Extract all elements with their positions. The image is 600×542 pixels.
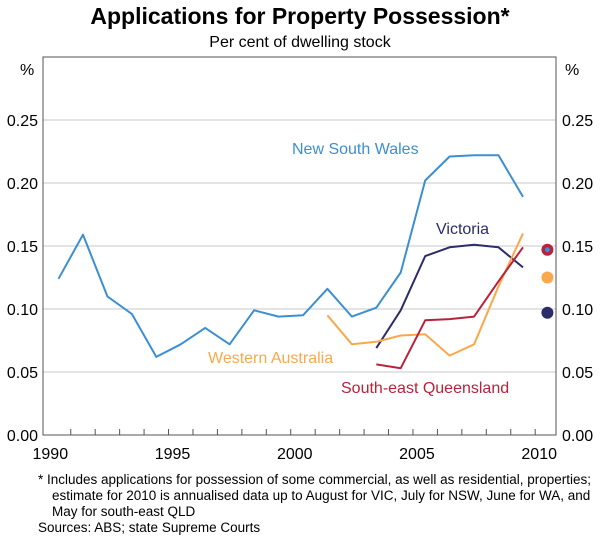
label-new-south-wales: New South Wales (292, 141, 419, 158)
y-tick-label-left: 0.10 (7, 302, 38, 319)
series-line-victoria (375, 243, 524, 349)
x-tick-label: 2010 (521, 446, 557, 463)
series-line-south-east-queensland (376, 246, 524, 370)
label-south-east-queensland: South-east Queensland (341, 380, 509, 397)
chart-title: Applications for Property Possession* (90, 3, 509, 29)
x-tick-label: 2000 (277, 446, 313, 463)
y-tick-label-right: 0.05 (562, 365, 593, 382)
y-tick-label-right: 0.20 (562, 176, 593, 193)
x-tick-label: 1995 (155, 446, 191, 463)
y-axis-label-right: % (565, 62, 579, 79)
y-tick-label-left: 0.20 (7, 176, 38, 193)
estimate-2010-victoria (541, 306, 554, 319)
x-tick-label: 1990 (33, 446, 69, 463)
chart-subtitle: Per cent of dwelling stock (209, 34, 391, 51)
y-tick-label-left: 0.15 (7, 239, 38, 256)
y-axis-label-left: % (20, 62, 34, 79)
sources: Sources: ABS; state Supreme Courts (38, 520, 261, 535)
footnote: * Includes applications for possession o… (38, 472, 592, 519)
y-tick-label-left: 0.25 (7, 113, 38, 130)
label-western-australia: Western Australia (208, 350, 333, 367)
x-tick-label: 2005 (399, 446, 435, 463)
series-line-western-australia (326, 232, 524, 357)
estimate-2010-new-south-wales (544, 247, 550, 253)
estimate-2010-western-australia (541, 271, 554, 284)
y-tick-label-right: 0.25 (562, 113, 593, 130)
y-tick-label-left: 0.00 (7, 428, 38, 445)
y-tick-label-right: 0.10 (562, 302, 593, 319)
y-tick-label-right: 0.00 (562, 428, 593, 445)
series-line-new-south-wales (57, 154, 524, 358)
notes: * Includes applications for possession o… (38, 472, 598, 536)
label-victoria: Victoria (436, 221, 489, 238)
plot-frame (42, 56, 557, 436)
y-tick-label-left: 0.05 (7, 365, 38, 382)
y-tick-label-right: 0.15 (562, 239, 593, 256)
